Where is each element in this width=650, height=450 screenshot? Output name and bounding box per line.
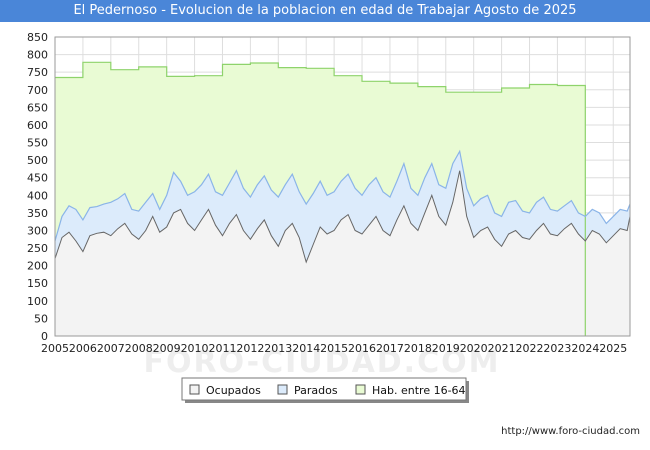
- y-tick-label: 300: [27, 224, 48, 237]
- y-tick-label: 450: [27, 172, 48, 185]
- y-tick-label: 350: [27, 207, 48, 220]
- x-tick-label: 2013: [264, 342, 292, 355]
- y-tick-label: 50: [34, 312, 48, 325]
- y-tick-label: 150: [27, 277, 48, 290]
- y-tick-label: 0: [41, 330, 48, 343]
- watermark: FORO-CIUDAD.COM: [144, 345, 501, 380]
- source-credit: http://www.foro-ciudad.com: [501, 426, 640, 437]
- x-tick-label: 2012: [236, 342, 264, 355]
- x-tick-label: 2009: [153, 342, 181, 355]
- y-tick-label: 700: [27, 84, 48, 97]
- plot-frame: [54, 36, 631, 337]
- y-tick-label: 550: [27, 137, 48, 150]
- series-hab-line: [55, 61, 586, 336]
- x-tick-label: 2019: [432, 342, 460, 355]
- series-lines: [54, 61, 631, 336]
- y-tick-label: 200: [27, 260, 48, 273]
- y-tick-label: 850: [27, 31, 48, 44]
- series-ocupados-line: [54, 170, 631, 264]
- x-tick-label: 2024: [571, 342, 599, 355]
- legend: Ocupados Parados Hab. entre 16-64: [181, 377, 469, 403]
- x-tick-label: 2016: [348, 342, 376, 355]
- legend-label-ocupados: Ocupados: [206, 384, 261, 397]
- x-tick-label: 2014: [292, 342, 320, 355]
- y-tick-label: 250: [27, 242, 48, 255]
- series-areas: [55, 62, 630, 337]
- x-axis: 2005 2006 2007 2008 2009 2010 2011 2012 2013 2014…: [41, 342, 627, 355]
- series-parados-line: [54, 149, 631, 242]
- y-tick-label: 750: [27, 66, 48, 79]
- x-tick-label: 2018: [404, 342, 432, 355]
- legend-swatch-parados: [277, 384, 288, 395]
- y-tick-label: 100: [27, 295, 48, 308]
- legend-label-parados: Parados: [294, 384, 338, 397]
- y-tick-label: 800: [27, 49, 48, 62]
- x-tick-label: 2007: [97, 342, 125, 355]
- x-tick-label: 2025: [599, 342, 627, 355]
- x-tick-label: 2021: [488, 342, 516, 355]
- y-tick-label: 500: [27, 154, 48, 167]
- x-tick-label: 2015: [320, 342, 348, 355]
- x-tick-label: 2011: [208, 342, 236, 355]
- x-tick-label: 2022: [516, 342, 544, 355]
- legend-swatch-ocupados: [189, 384, 200, 395]
- x-tick-label: 2008: [125, 342, 153, 355]
- legend-label-hab: Hab. entre 16-64: [372, 384, 466, 397]
- y-tick-label: 400: [27, 189, 48, 202]
- series-ocupados-area: [55, 170, 630, 336]
- x-tick-label: 2010: [181, 342, 209, 355]
- y-tick-label: 600: [27, 119, 48, 132]
- y-tick-label: 650: [27, 101, 48, 114]
- x-tick-label: 2017: [376, 342, 404, 355]
- legend-box: [181, 377, 467, 401]
- legend-swatch-hab: [355, 384, 366, 395]
- x-tick-label: 2023: [543, 342, 571, 355]
- x-tick-label: 2005: [41, 342, 69, 355]
- x-tick-label: 2006: [69, 342, 97, 355]
- x-tick-label: 2020: [460, 342, 488, 355]
- y-axis: 0 50 100 150 200 250 300 350 400 450 500 550 600 650 7…: [27, 31, 48, 343]
- chart-title: El Pedernoso - Evolucion de la poblacion…: [0, 0, 650, 22]
